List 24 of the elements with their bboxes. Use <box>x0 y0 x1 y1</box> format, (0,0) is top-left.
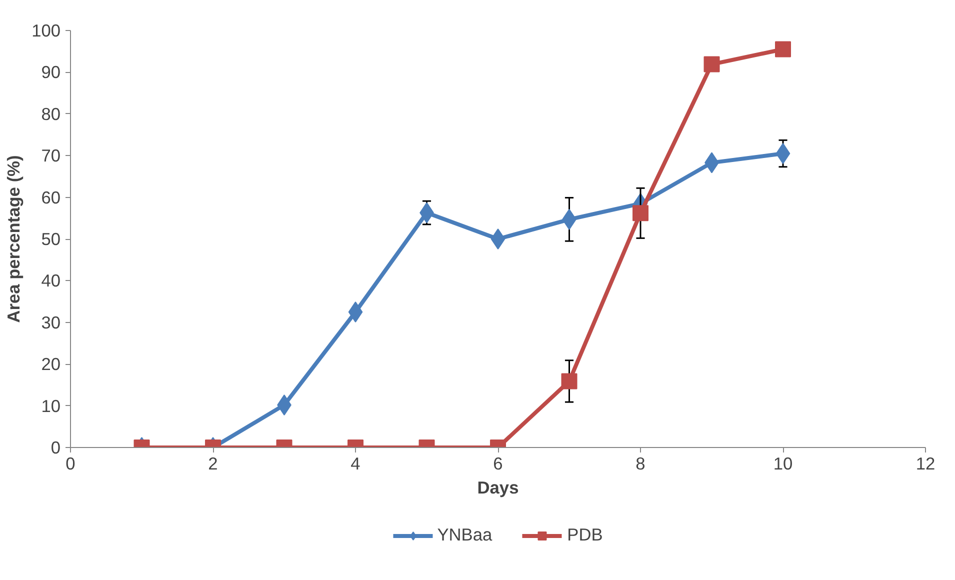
y-tick-label: 90 <box>41 62 61 82</box>
y-tick-label: 30 <box>41 312 61 332</box>
x-tick-label: 12 <box>916 454 936 474</box>
point <box>632 205 648 222</box>
legend-label: YNBaa <box>437 524 492 546</box>
x-tick-label: 2 <box>208 454 218 474</box>
x-tick-label: 0 <box>66 454 76 474</box>
y-tick-label: 60 <box>41 187 61 208</box>
point <box>490 228 506 250</box>
x-axis-title: Days <box>477 478 519 498</box>
legend-label: PDB <box>567 524 603 546</box>
x-tick-label: 6 <box>493 454 503 474</box>
y-tick-label: 10 <box>41 396 61 416</box>
y-tick-label: 80 <box>41 104 61 124</box>
y-tick-label: 70 <box>41 146 61 166</box>
y-axis-title: Area percentage (%) <box>4 155 24 323</box>
x-tick-label: 8 <box>636 454 646 474</box>
y-tick-label: 0 <box>50 438 61 458</box>
x-tick-label: 4 <box>350 454 361 474</box>
y-tick-label: 100 <box>32 20 61 40</box>
x-tick-label: 10 <box>773 454 793 474</box>
y-tick-label: 50 <box>41 229 61 249</box>
y-tick-label: 40 <box>41 270 61 291</box>
y-tick-label: 20 <box>41 354 61 374</box>
